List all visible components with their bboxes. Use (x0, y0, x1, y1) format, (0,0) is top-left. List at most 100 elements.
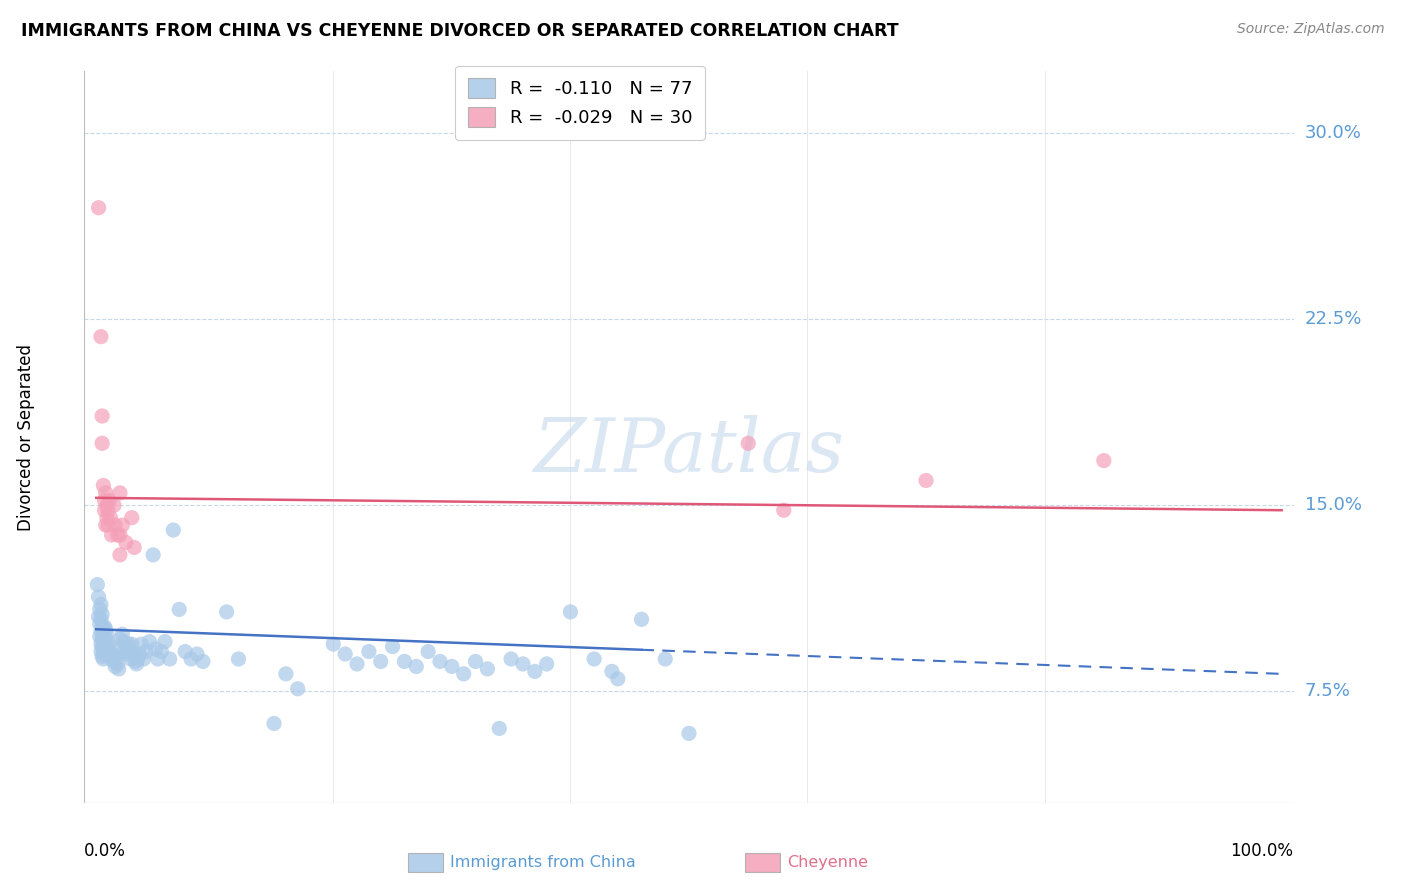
Point (107, 528, 129, 542)
Point (103, 655, 125, 669)
Point (105, 652, 128, 666)
Point (501, 652, 523, 666)
Point (523, 665, 546, 679)
Point (115, 535, 138, 549)
Point (91, 620, 114, 634)
Point (678, 726, 700, 740)
Point (97, 518, 120, 533)
Point (606, 672, 628, 686)
Point (90, 598, 112, 612)
Point (135, 644, 157, 658)
Point (94, 632, 117, 647)
Point (87, 201, 110, 215)
Point (127, 652, 149, 666)
Point (150, 644, 173, 658)
Text: 30.0%: 30.0% (1305, 124, 1361, 143)
Point (146, 652, 169, 666)
Point (94, 642, 117, 657)
Point (915, 474, 938, 488)
Text: 22.5%: 22.5% (1305, 310, 1362, 328)
Point (94, 622, 117, 636)
Point (91, 436, 114, 450)
Point (346, 657, 368, 671)
Point (90, 644, 112, 658)
Point (89, 602, 111, 616)
Point (162, 523, 184, 537)
Point (101, 647, 124, 661)
Point (560, 605, 582, 619)
Point (87, 590, 110, 604)
Point (370, 655, 392, 669)
Point (453, 666, 475, 681)
Point (90, 637, 112, 651)
Point (121, 510, 143, 524)
Point (108, 632, 131, 647)
Point (174, 644, 197, 658)
Point (107, 657, 129, 671)
Point (153, 634, 176, 648)
Point (440, 659, 463, 673)
Point (191, 655, 214, 669)
Point (104, 659, 127, 673)
Point (93, 493, 115, 508)
Point (129, 637, 152, 651)
Point (128, 647, 150, 661)
Point (357, 644, 380, 658)
Point (125, 657, 148, 671)
Point (121, 637, 143, 651)
Point (274, 666, 297, 681)
Point (91, 640, 114, 654)
Point (98, 642, 121, 657)
Point (108, 486, 131, 500)
Point (167, 602, 190, 616)
Point (91, 644, 114, 658)
Point (118, 644, 141, 658)
Point (180, 652, 202, 666)
Point (94, 486, 117, 500)
Point (477, 662, 499, 676)
Text: 100.0%: 100.0% (1230, 842, 1294, 860)
Point (90, 329, 112, 343)
Point (536, 657, 558, 671)
Point (120, 652, 142, 666)
Point (228, 652, 250, 666)
Point (111, 627, 134, 641)
Point (512, 657, 534, 671)
Point (630, 612, 652, 626)
Point (108, 528, 131, 542)
Point (104, 518, 127, 533)
Point (86, 577, 108, 591)
Point (142, 548, 165, 562)
Point (90, 612, 112, 626)
Point (124, 655, 146, 669)
Point (97, 503, 120, 517)
Point (93, 640, 115, 654)
Text: ZIPatlas: ZIPatlas (533, 416, 845, 488)
Point (112, 634, 135, 648)
Point (132, 652, 155, 666)
Point (100, 528, 122, 542)
Point (96, 640, 118, 654)
Point (145, 642, 167, 657)
Point (96, 627, 118, 641)
Point (90, 624, 112, 639)
Point (96, 498, 118, 512)
Point (215, 605, 238, 619)
Point (111, 518, 134, 533)
Point (91, 607, 114, 622)
Point (737, 436, 759, 450)
Point (122, 541, 145, 555)
Point (186, 647, 208, 661)
Point (93, 647, 115, 661)
Point (110, 640, 132, 654)
Point (94, 518, 117, 533)
Point (405, 659, 427, 673)
Point (93, 503, 115, 517)
Point (772, 503, 794, 517)
Point (381, 640, 404, 654)
Text: 15.0%: 15.0% (1305, 496, 1361, 515)
Point (333, 647, 356, 661)
Point (394, 655, 416, 669)
Point (97, 647, 120, 661)
Point (100, 510, 122, 524)
